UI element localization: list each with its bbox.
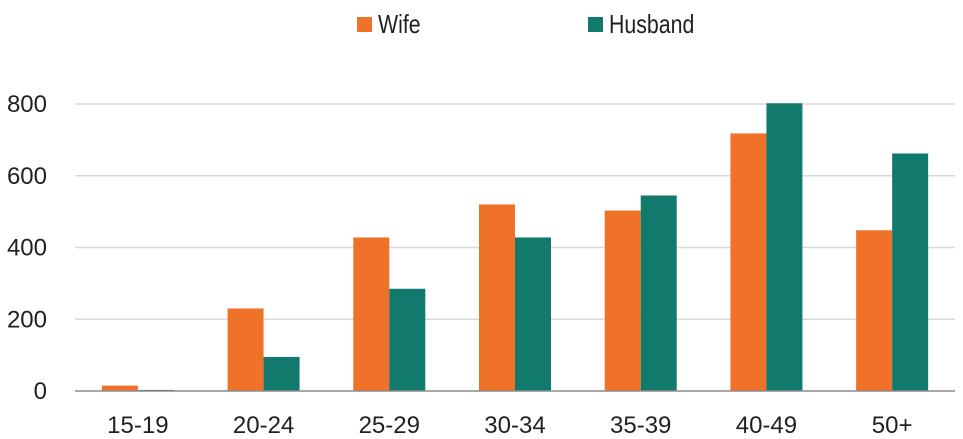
- x-tick-label: 25-29: [359, 412, 420, 439]
- bar-husband-25-29: [389, 288, 426, 391]
- x-tick-label: 40-49: [736, 412, 797, 439]
- x-tick-label: 15-19: [107, 412, 168, 439]
- y-tick-label: 0: [34, 378, 47, 405]
- legend-label-wife: Wife: [378, 9, 421, 39]
- y-tick-label: 400: [7, 235, 47, 262]
- x-tick-label: 50+: [872, 412, 913, 439]
- legend-item-wife: Wife: [357, 8, 430, 40]
- x-tick-label: 30-34: [484, 412, 545, 439]
- bar-husband-20-24: [263, 356, 300, 391]
- axes: 0 200 400 600 800 15-19 20-24 25-29 30-34 35-39 40…: [7, 91, 955, 439]
- x-tick-label: 20-24: [233, 412, 294, 439]
- bars: [101, 103, 929, 392]
- legend-swatch-husband: [588, 16, 603, 32]
- bar-wife-20-24: [227, 308, 264, 391]
- y-tick-label: 200: [7, 306, 47, 333]
- bar-wife-30-34: [479, 204, 515, 391]
- legend-item-husband: Husband: [588, 8, 713, 40]
- y-tick-label: 600: [7, 163, 47, 190]
- chart-legend: Wife Husband: [0, 8, 963, 40]
- bar-wife-40-49: [730, 133, 767, 392]
- bar-wife-15-19: [101, 385, 138, 391]
- x-tick-label: 35-39: [610, 412, 671, 439]
- legend-swatch-wife: [357, 16, 372, 32]
- bar-husband-50+: [892, 153, 929, 391]
- y-tick-label: 800: [7, 91, 47, 118]
- bar-husband-35-39: [640, 195, 677, 391]
- bar-husband-40-49: [766, 103, 803, 391]
- bar-wife-25-29: [353, 237, 390, 391]
- legend-label-husband: Husband: [609, 9, 695, 39]
- bar-husband-30-34: [515, 237, 551, 391]
- bar-wife-50+: [856, 230, 893, 391]
- bar-wife-35-39: [604, 210, 641, 391]
